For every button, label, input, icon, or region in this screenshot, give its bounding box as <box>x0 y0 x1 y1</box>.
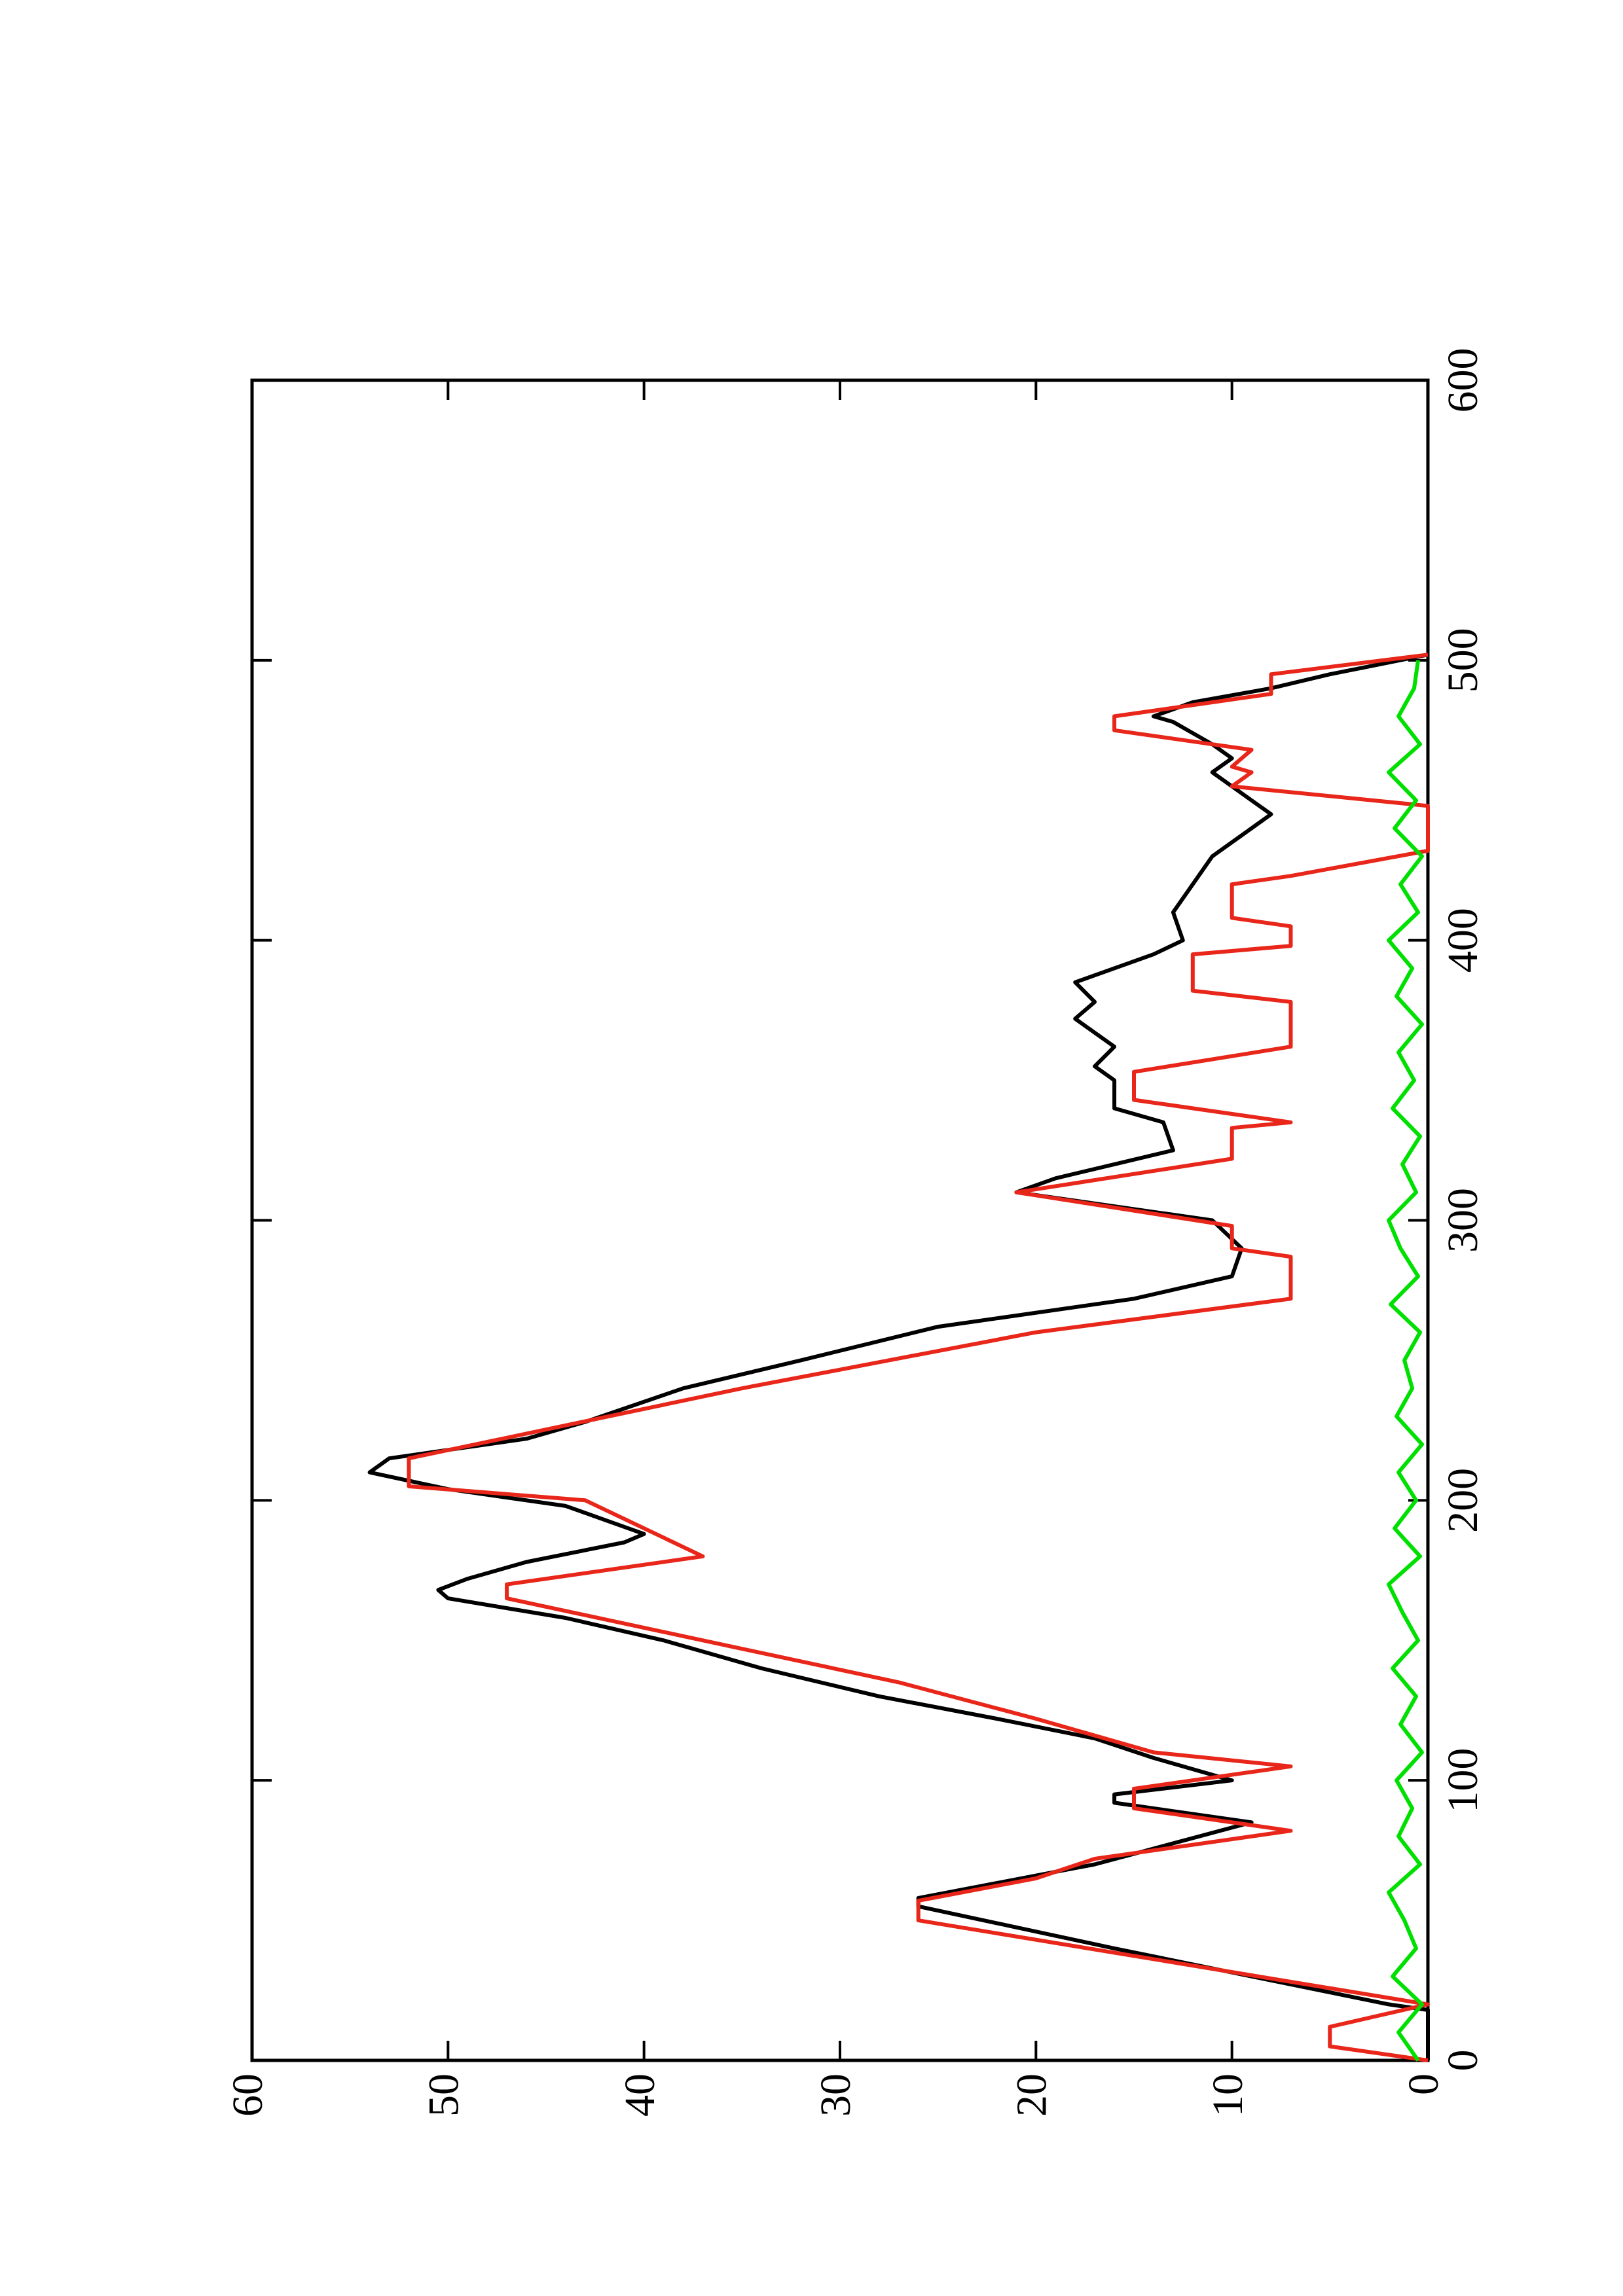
y-tick-label: 0 <box>1400 2073 1448 2095</box>
data-line <box>367 653 1430 2060</box>
data-line <box>407 653 1430 2062</box>
y-tick-label: 30 <box>812 2073 860 2117</box>
x-tick-label: 200 <box>1439 1468 1487 1533</box>
y-tick-label: 60 <box>224 2073 272 2117</box>
y-tick-label: 50 <box>420 2073 467 2117</box>
x-tick-label: 400 <box>1439 908 1487 973</box>
x-tick-label: 600 <box>1439 348 1487 413</box>
y-tick-label: 10 <box>1204 2073 1252 2117</box>
x-tick-label: 300 <box>1439 1188 1487 1253</box>
data-line <box>1387 660 1424 2062</box>
y-tick-label: 40 <box>616 2073 664 2117</box>
plot-frame <box>250 378 1430 2062</box>
x-tick-label: 500 <box>1439 628 1487 692</box>
x-tick-label: 100 <box>1439 1748 1487 1813</box>
x-tick-label: 0 <box>1439 2050 1487 2072</box>
y-tick-label: 20 <box>1008 2073 1055 2117</box>
